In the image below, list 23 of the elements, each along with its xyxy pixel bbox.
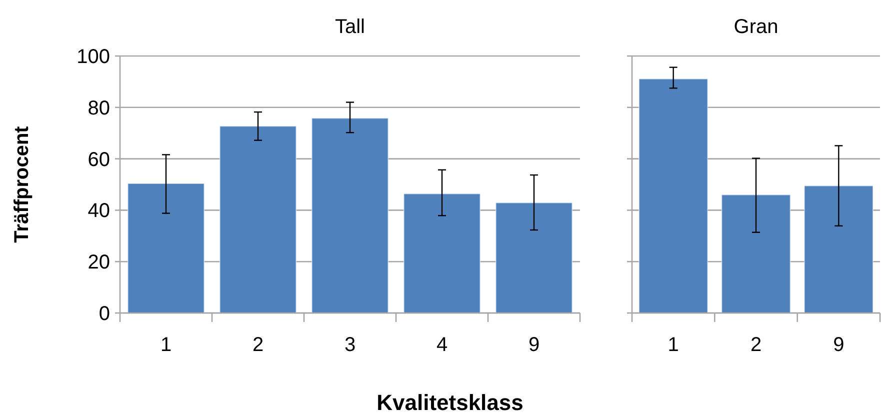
bar [219,126,297,314]
chart-title: Gran [734,16,778,38]
x-axis-title: Kvalitetsklass [376,390,524,415]
y-tick-label: 20 [88,252,110,274]
x-tick-label: 2 [750,334,762,356]
x-tick-label: 1 [160,334,172,356]
x-tick-label: 9 [833,334,844,356]
y-tick-label: 40 [88,200,110,222]
y-axis-title: Träffprocent [11,126,33,243]
y-tick-label: 100 [76,46,110,68]
bar [311,118,389,314]
y-tick-label: 60 [88,148,110,171]
x-tick-label: 2 [252,334,264,356]
bar [127,182,205,314]
x-tick-label: 4 [436,334,448,356]
x-tick-label: 3 [344,334,356,356]
chart-title: Tall [334,16,366,38]
bar [495,202,573,314]
x-tick-label: 9 [528,334,540,356]
x-tick-label: 1 [668,334,679,356]
bar [403,193,481,314]
y-tick-label: 80 [88,97,110,120]
y-tick-label: 0 [98,303,110,325]
